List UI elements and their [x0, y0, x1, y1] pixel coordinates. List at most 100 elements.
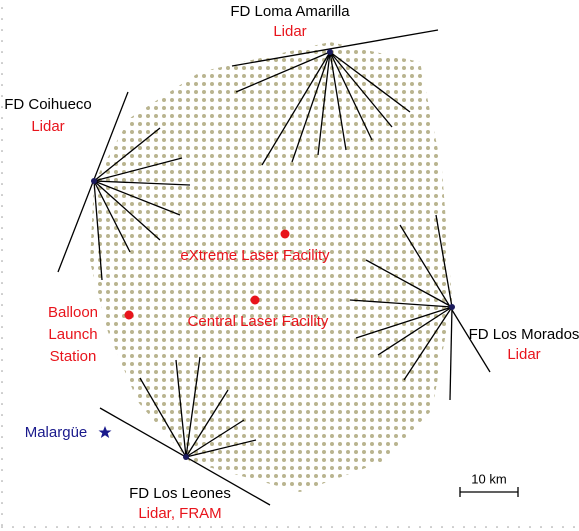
frame-dot	[331, 526, 333, 528]
frame-dot	[1, 128, 3, 130]
frame-dot	[155, 526, 157, 528]
fov-ray	[93, 180, 131, 253]
station-name: FD Loma Amarilla	[230, 3, 350, 20]
frame-dot	[122, 526, 124, 528]
fov-ray	[403, 306, 453, 381]
fov-ray	[365, 259, 453, 308]
frame-dot	[1, 491, 3, 493]
station-markers	[91, 49, 455, 460]
frame-dot	[1, 73, 3, 75]
fov-ray	[449, 306, 453, 401]
station-name: FD Los Morados	[469, 326, 579, 343]
frame-dot	[1, 172, 3, 174]
fov-ray	[377, 306, 453, 356]
station-instruments: Lidar	[31, 118, 64, 135]
fov-ray	[139, 377, 187, 458]
frame-dot	[199, 526, 201, 528]
frame-dot	[1, 117, 3, 119]
frame-dot	[1, 205, 3, 207]
fov-ray	[435, 214, 453, 308]
frame-dot	[1, 29, 3, 31]
facility-dot	[280, 229, 290, 239]
frame-dot	[518, 526, 520, 528]
frame-dot	[1, 436, 3, 438]
fov-ray	[329, 51, 411, 113]
frame-dot	[1, 260, 3, 262]
frame-dot	[397, 526, 399, 528]
frame-dot	[1, 249, 3, 251]
frame-dot	[56, 526, 58, 528]
frame-dot	[441, 526, 443, 528]
frame-dot	[298, 526, 300, 528]
frame-dot	[1, 227, 3, 229]
town-label: Malargüe	[25, 424, 88, 441]
frame-dot	[463, 526, 465, 528]
frame-dot	[1, 139, 3, 141]
scale-label: 10 km	[471, 471, 506, 486]
frame-dot	[1, 150, 3, 152]
frame-dot	[221, 526, 223, 528]
frame-dot	[1, 194, 3, 196]
frame-dot	[1, 216, 3, 218]
fov-baseline	[231, 29, 439, 67]
frame-dot	[1, 348, 3, 350]
frame-dot	[1, 183, 3, 185]
frame-dot	[309, 526, 311, 528]
frame-dot	[1, 326, 3, 328]
frame-dot	[1, 447, 3, 449]
fov-ray	[93, 180, 181, 216]
facility-dot	[124, 310, 134, 320]
frame-dot	[1, 337, 3, 339]
frame-dot	[1, 40, 3, 42]
frame-dot	[67, 526, 69, 528]
frame-dot	[111, 526, 113, 528]
frame-dot	[342, 526, 344, 528]
station-name: FD Los Leones	[129, 485, 231, 502]
frame-dot	[1, 392, 3, 394]
frame-dot	[100, 526, 102, 528]
town-star	[98, 426, 112, 438]
fov-ray	[355, 306, 453, 339]
station-marker	[327, 49, 333, 55]
facility-label: Balloon	[48, 304, 98, 321]
fov-ray	[329, 51, 373, 141]
frame-dot	[1, 469, 3, 471]
frame-dot	[1, 271, 3, 273]
frame-dot	[1, 304, 3, 306]
frame-dot	[1, 282, 3, 284]
fov-ray	[93, 157, 183, 182]
station-instruments: Lidar	[507, 346, 540, 363]
frame-dot	[529, 526, 531, 528]
frame-dot	[254, 526, 256, 528]
frame-dot	[1, 84, 3, 86]
frame-dot	[1, 403, 3, 405]
frame-dot	[243, 526, 245, 528]
fov-ray	[93, 180, 103, 281]
fov-ray	[291, 51, 331, 163]
frame-dot	[1, 458, 3, 460]
station-instruments: Lidar, FRAM	[138, 505, 221, 522]
frame-dot	[1, 480, 3, 482]
fov-ray	[349, 299, 453, 308]
station-marker	[91, 178, 97, 184]
frame-dot	[1, 359, 3, 361]
frame-dot	[1, 381, 3, 383]
frame-dot	[287, 526, 289, 528]
frame-dot	[408, 526, 410, 528]
frame-dot	[430, 526, 432, 528]
frame-dot	[1, 161, 3, 163]
frame-dot	[232, 526, 234, 528]
frame-dot	[1, 106, 3, 108]
facility-dot	[250, 295, 260, 305]
fov-ray	[329, 51, 393, 128]
station-name: FD Coihueco	[4, 96, 92, 113]
fov-ray	[185, 439, 257, 458]
frame-dot	[1, 414, 3, 416]
frame-dot	[78, 526, 80, 528]
frame-dot	[210, 526, 212, 528]
facility-label: Station	[50, 348, 97, 365]
fov-ray	[185, 356, 201, 458]
fov-ray	[93, 127, 161, 182]
frame-dot	[1, 62, 3, 64]
